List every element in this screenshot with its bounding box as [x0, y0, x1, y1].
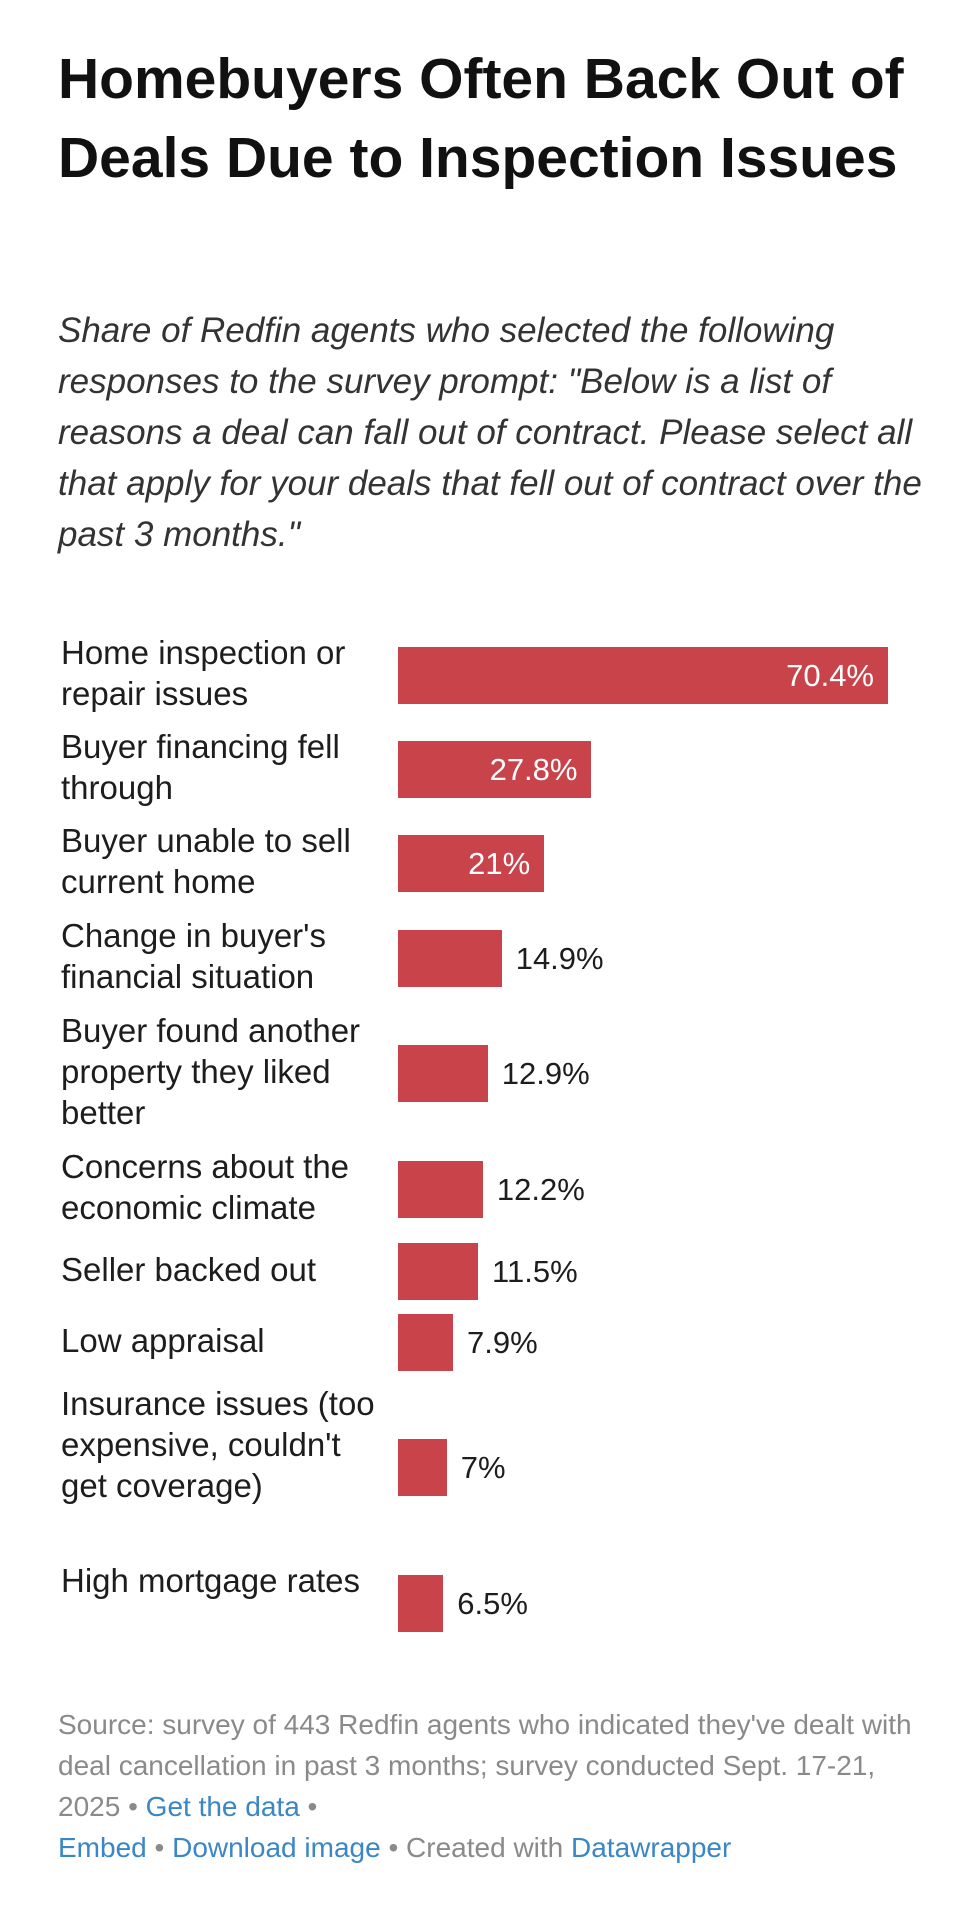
value-label: 7.9%	[466, 1325, 538, 1360]
category-label: Change in buyer's financial situation	[61, 917, 326, 995]
category-label: Home inspection or repair issues	[61, 634, 346, 712]
separator: •	[380, 1832, 407, 1863]
chart-footer: Source: survey of 443 Redfin agents who …	[58, 1704, 938, 1868]
bar	[398, 1575, 444, 1632]
category-label: Insurance issues (too expensive, couldn'…	[61, 1385, 375, 1504]
value-label: 6.5%	[457, 1586, 528, 1621]
created-with-text: Created with	[406, 1832, 564, 1863]
category-label: Buyer financing fell through	[61, 728, 340, 806]
embed-link[interactable]: Embed	[58, 1832, 147, 1863]
datawrapper-link[interactable]: Datawrapper	[571, 1832, 732, 1863]
bar	[398, 835, 545, 892]
value-label: 11.5%	[492, 1254, 578, 1289]
category-label: High mortgage rates	[61, 1562, 360, 1599]
category-label: Buyer unable to sell current home	[61, 822, 351, 900]
value-label: 12.9%	[501, 1056, 590, 1091]
category-label: Seller backed out	[61, 1250, 316, 1288]
chart-title: Homebuyers Often Back Out of Deals Due t…	[58, 47, 904, 190]
bar	[398, 930, 502, 987]
bar	[398, 1439, 447, 1496]
bar	[398, 647, 888, 704]
chart-subtitle: Share of Redfin agents who selected the …	[58, 311, 922, 554]
download-image-link[interactable]: Download image	[172, 1832, 381, 1863]
value-label: 27.8%	[489, 752, 578, 787]
separator: •	[299, 1791, 318, 1822]
category-label: Low appraisal	[61, 1321, 265, 1359]
value-label: 7%	[460, 1450, 506, 1485]
get-the-data-link[interactable]: Get the data	[145, 1791, 300, 1822]
bar	[398, 1045, 488, 1102]
category-label: Buyer found another property they liked …	[61, 1011, 361, 1131]
bar	[398, 1243, 479, 1300]
bar	[398, 1161, 483, 1218]
source-note: Source: survey of 443 Redfin agents who …	[58, 1709, 912, 1822]
category-label: Concerns about the economic climate	[61, 1148, 350, 1226]
value-label: 70.4%	[786, 658, 874, 693]
separator: •	[120, 1791, 146, 1822]
value-label: 12.2%	[496, 1172, 585, 1207]
separator: •	[154, 1832, 173, 1863]
value-label: 14.9%	[515, 941, 604, 976]
bar	[398, 1314, 453, 1371]
bar	[398, 741, 592, 798]
value-label: 21%	[468, 846, 531, 881]
